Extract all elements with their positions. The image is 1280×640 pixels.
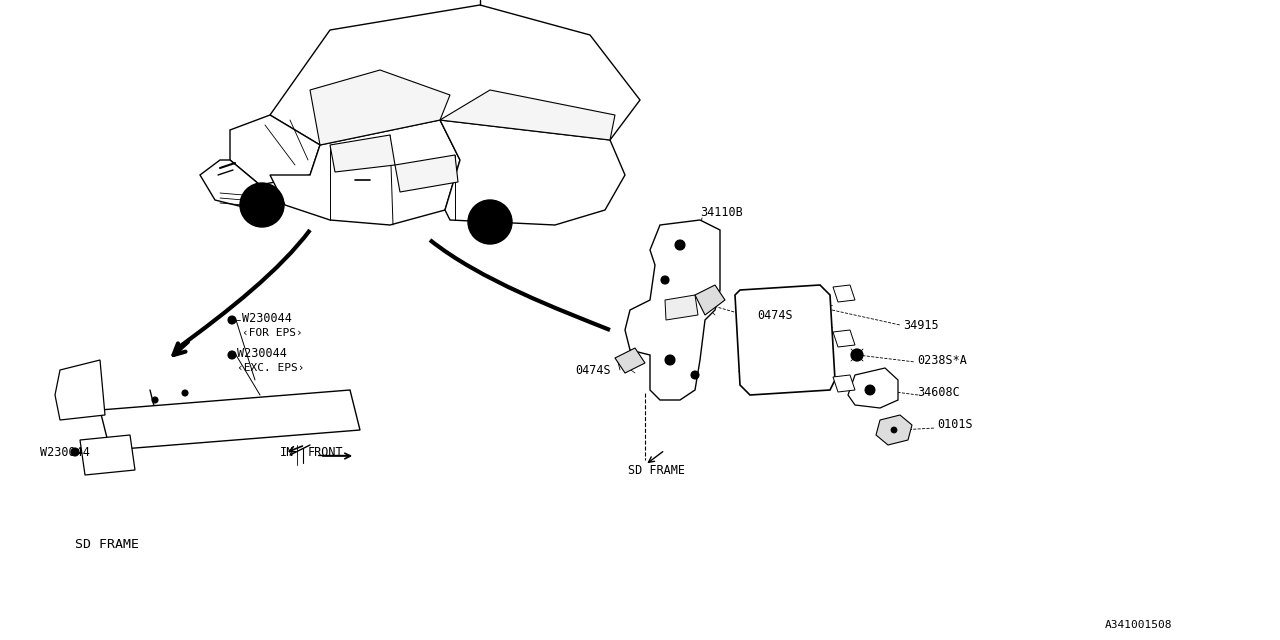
Polygon shape xyxy=(833,285,855,302)
Text: W230044: W230044 xyxy=(237,346,287,360)
Polygon shape xyxy=(100,390,360,450)
Text: 34608C: 34608C xyxy=(916,387,960,399)
Polygon shape xyxy=(876,415,913,445)
Text: W230044: W230044 xyxy=(40,445,90,458)
Circle shape xyxy=(152,397,157,403)
Circle shape xyxy=(865,385,876,395)
Polygon shape xyxy=(666,295,698,320)
Circle shape xyxy=(70,448,79,456)
Polygon shape xyxy=(833,330,855,347)
Polygon shape xyxy=(55,360,105,420)
Polygon shape xyxy=(270,120,460,225)
Polygon shape xyxy=(270,5,640,145)
Polygon shape xyxy=(330,135,396,172)
Polygon shape xyxy=(735,285,835,395)
Polygon shape xyxy=(833,375,855,392)
Circle shape xyxy=(891,427,897,433)
Text: FRONT: FRONT xyxy=(308,445,343,458)
Text: SD FRAME: SD FRAME xyxy=(628,463,685,477)
Polygon shape xyxy=(230,115,320,185)
Circle shape xyxy=(228,351,236,359)
Text: 34110B: 34110B xyxy=(700,205,742,218)
Circle shape xyxy=(259,201,266,209)
Text: 0474S: 0474S xyxy=(756,308,792,321)
Text: 34915: 34915 xyxy=(902,319,938,332)
Text: A341001508: A341001508 xyxy=(1105,620,1172,630)
Text: ‹EXC. EPS›: ‹EXC. EPS› xyxy=(237,363,305,373)
Circle shape xyxy=(486,218,494,226)
Circle shape xyxy=(476,208,504,236)
Circle shape xyxy=(691,371,699,379)
Circle shape xyxy=(182,390,188,396)
Text: 0474S: 0474S xyxy=(575,364,611,376)
Text: ‹FOR EPS›: ‹FOR EPS› xyxy=(242,328,303,338)
Polygon shape xyxy=(396,155,458,192)
Polygon shape xyxy=(614,348,645,373)
Circle shape xyxy=(241,183,284,227)
Circle shape xyxy=(228,316,236,324)
Polygon shape xyxy=(625,220,721,400)
Polygon shape xyxy=(310,70,451,145)
Circle shape xyxy=(675,240,685,250)
Polygon shape xyxy=(200,160,260,210)
Circle shape xyxy=(666,355,675,365)
Polygon shape xyxy=(81,435,134,475)
Polygon shape xyxy=(440,120,625,225)
Text: 0101S: 0101S xyxy=(937,419,973,431)
Polygon shape xyxy=(440,90,614,140)
Circle shape xyxy=(851,349,863,361)
Polygon shape xyxy=(849,368,899,408)
Text: W230044: W230044 xyxy=(242,312,292,324)
Text: IN: IN xyxy=(280,445,294,458)
Text: 0238S*A: 0238S*A xyxy=(916,353,966,367)
Polygon shape xyxy=(695,285,724,315)
Text: SD FRAME: SD FRAME xyxy=(76,538,140,552)
Circle shape xyxy=(248,191,276,219)
Circle shape xyxy=(468,200,512,244)
Circle shape xyxy=(660,276,669,284)
